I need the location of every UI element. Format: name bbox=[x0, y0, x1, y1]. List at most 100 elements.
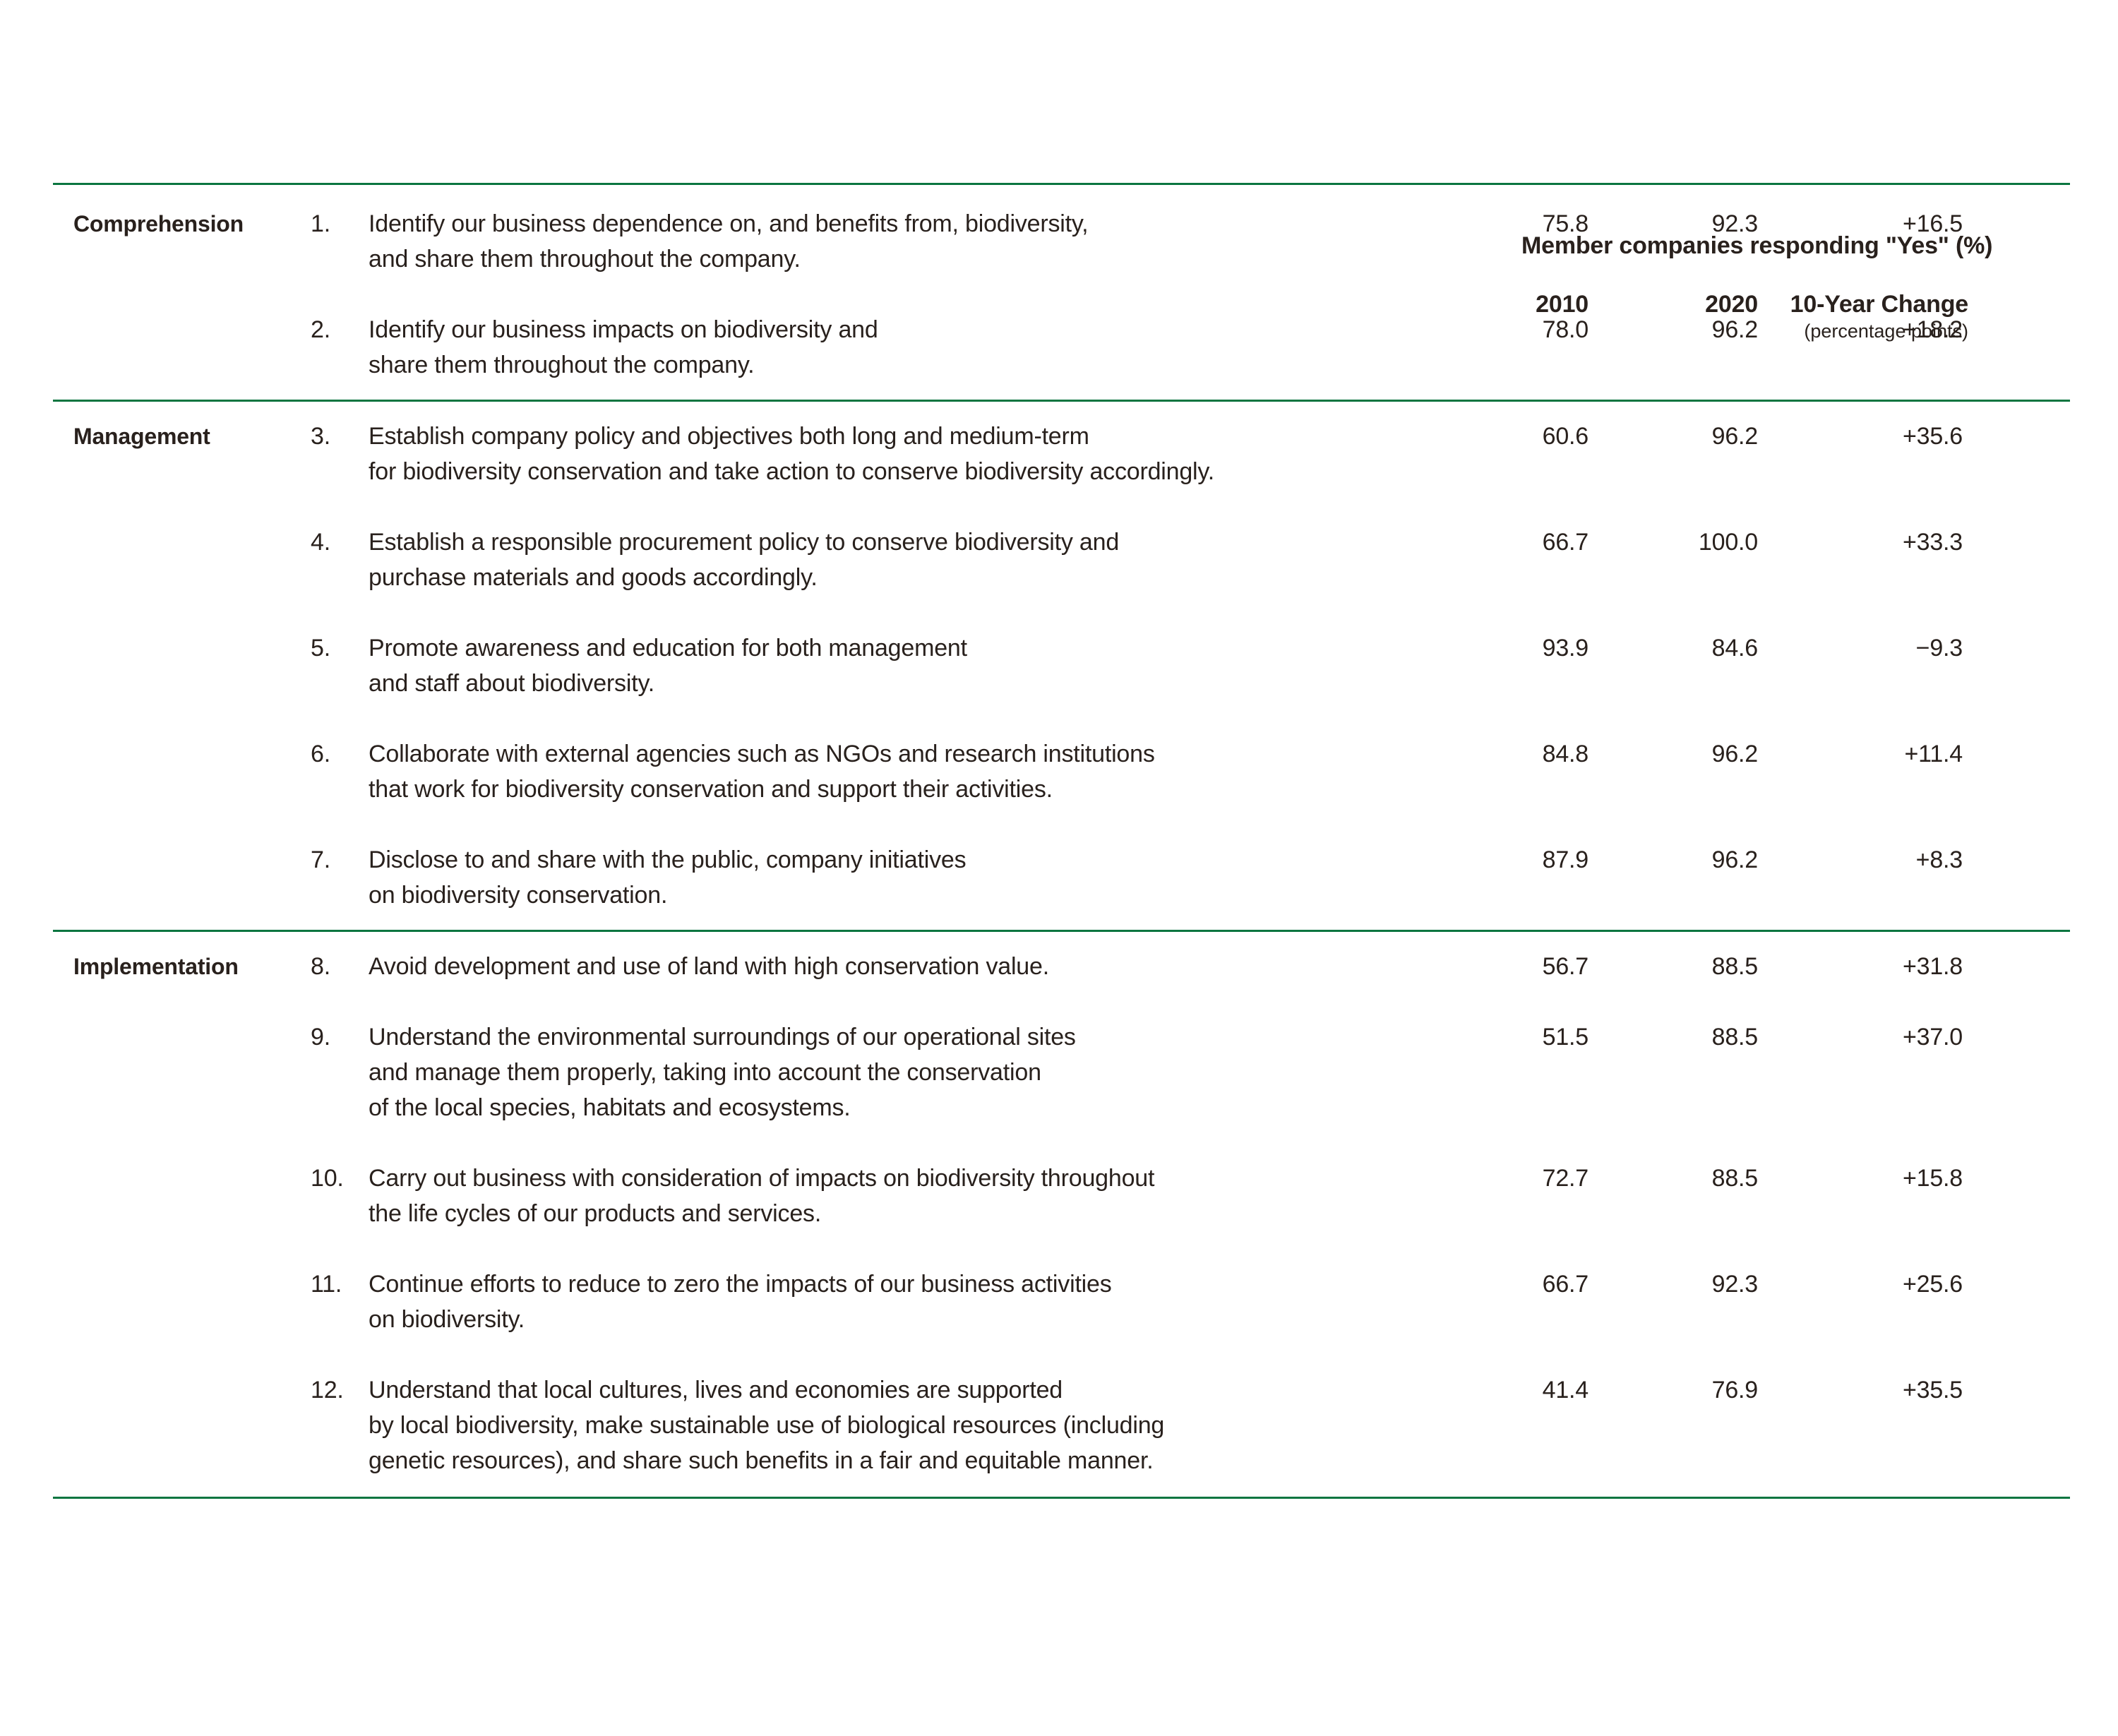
section-divider bbox=[53, 930, 2070, 932]
value-2020: 100.0 bbox=[1698, 529, 1758, 556]
item-text: Carry out business with consideration of… bbox=[369, 1161, 1511, 1231]
table-row: 4. Establish a responsible procurement p… bbox=[311, 525, 2118, 595]
item-number: 6. bbox=[311, 741, 330, 767]
value-2020: 84.6 bbox=[1711, 635, 1759, 662]
value-change: +35.6 bbox=[1902, 423, 1963, 450]
item-text-line: Promote awareness and education for both… bbox=[369, 635, 967, 662]
section-divider bbox=[53, 400, 2070, 402]
section-label: Comprehension bbox=[73, 211, 244, 237]
item-text-line: Collaborate with external agencies such … bbox=[369, 741, 1155, 767]
item-number: 10. bbox=[311, 1165, 344, 1192]
value-2010: 66.7 bbox=[1542, 1271, 1589, 1298]
item-text: Establish a responsible procurement poli… bbox=[369, 525, 1511, 595]
item-text-line: on biodiversity. bbox=[369, 1306, 525, 1333]
item-number: 12. bbox=[311, 1377, 344, 1403]
item-text-line: on biodiversity conservation. bbox=[369, 882, 668, 909]
value-change: +11.4 bbox=[1904, 741, 1963, 767]
item-text-line: of the local species, habitats and ecosy… bbox=[369, 1094, 851, 1121]
table-row: 1. Identify our business dependence on, … bbox=[311, 206, 2118, 277]
table-title: Member companies responding "Yes" (%) bbox=[1521, 232, 1993, 259]
item-text-line: and manage them properly, taking into ac… bbox=[369, 1059, 1041, 1086]
value-change: +37.0 bbox=[1902, 1024, 1963, 1050]
item-text-line: genetic resources), and share such benef… bbox=[369, 1447, 1154, 1474]
table-row: 9. Understand the environmental surround… bbox=[311, 1019, 2118, 1125]
value-change: +33.3 bbox=[1902, 529, 1963, 556]
value-2010: 56.7 bbox=[1542, 953, 1589, 980]
item-text: Identify our business impacts on biodive… bbox=[369, 312, 1511, 383]
table-row: 12. Understand that local cultures, live… bbox=[311, 1372, 2118, 1478]
value-change: +18.2 bbox=[1902, 316, 1963, 343]
section-label: Management bbox=[73, 424, 210, 449]
item-text-line: and staff about biodiversity. bbox=[369, 670, 654, 697]
column-header-10-year-change: 10-Year Change bbox=[1790, 291, 1969, 318]
value-2020: 96.2 bbox=[1711, 741, 1759, 767]
item-text: Avoid development and use of land with h… bbox=[369, 949, 1511, 984]
value-2020: 88.5 bbox=[1711, 1024, 1759, 1050]
item-text: Understand the environmental surrounding… bbox=[369, 1019, 1511, 1125]
value-2020: 92.3 bbox=[1711, 1271, 1759, 1298]
item-text: Disclose to and share with the public, c… bbox=[369, 842, 1511, 913]
item-number: 3. bbox=[311, 423, 330, 450]
item-text: Understand that local cultures, lives an… bbox=[369, 1372, 1511, 1478]
value-change: +25.6 bbox=[1902, 1271, 1963, 1298]
column-subheader-percentage-points: (percentage points) bbox=[1804, 321, 1968, 342]
section-label: Implementation bbox=[73, 954, 239, 979]
item-text: Promote awareness and education for both… bbox=[369, 630, 1511, 701]
value-2010: 78.0 bbox=[1542, 316, 1589, 343]
item-text-line: purchase materials and goods accordingly… bbox=[369, 564, 818, 591]
table-row: 3. Establish company policy and objectiv… bbox=[311, 419, 2118, 489]
item-number: 11. bbox=[311, 1271, 342, 1298]
value-2020: 96.2 bbox=[1711, 316, 1759, 343]
section-divider bbox=[53, 1497, 2070, 1499]
value-change: +31.8 bbox=[1902, 953, 1963, 980]
item-text-line: by local biodiversity, make sustainable … bbox=[369, 1412, 1165, 1439]
item-number: 8. bbox=[311, 953, 330, 980]
value-2010: 87.9 bbox=[1542, 846, 1589, 873]
value-2010: 93.9 bbox=[1542, 635, 1589, 662]
section-management: Management 3. Establish company policy a… bbox=[0, 419, 2118, 913]
table-row: 5. Promote awareness and education for b… bbox=[311, 630, 2118, 701]
value-2020: 88.5 bbox=[1711, 953, 1759, 980]
item-text-line: Continue efforts to reduce to zero the i… bbox=[369, 1271, 1112, 1298]
column-header-2020: 2020 bbox=[1705, 291, 1758, 318]
value-2010: 75.8 bbox=[1542, 210, 1589, 237]
table-row: 10. Carry out business with consideratio… bbox=[311, 1161, 2118, 1231]
value-change: +15.8 bbox=[1902, 1165, 1963, 1192]
item-number: 4. bbox=[311, 529, 330, 556]
item-number: 9. bbox=[311, 1024, 330, 1050]
item-text-line: Understand that local cultures, lives an… bbox=[369, 1377, 1063, 1403]
item-text: Identify our business dependence on, and… bbox=[369, 206, 1511, 277]
item-text-line: Understand the environmental surrounding… bbox=[369, 1024, 1076, 1050]
item-text-line: and share them throughout the company. bbox=[369, 246, 801, 273]
item-text-line: the life cycles of our products and serv… bbox=[369, 1200, 822, 1227]
item-text: Collaborate with external agencies such … bbox=[369, 736, 1511, 807]
column-header-2010: 2010 bbox=[1536, 291, 1588, 318]
section-implementation: Implementation 8. Avoid development and … bbox=[0, 949, 2118, 1478]
item-number: 5. bbox=[311, 635, 330, 662]
value-2010: 41.4 bbox=[1542, 1377, 1589, 1403]
value-change: +8.3 bbox=[1915, 846, 1963, 873]
item-text-line: Avoid development and use of land with h… bbox=[369, 953, 1049, 980]
item-number: 2. bbox=[311, 316, 330, 343]
value-2020: 96.2 bbox=[1711, 846, 1759, 873]
table-row: 7. Disclose to and share with the public… bbox=[311, 842, 2118, 913]
section-divider bbox=[53, 183, 2070, 185]
item-number: 1. bbox=[311, 210, 330, 237]
table-row: 2. Identify our business impacts on biod… bbox=[311, 312, 2118, 383]
value-change: +35.5 bbox=[1902, 1377, 1963, 1403]
value-2010: 84.8 bbox=[1542, 741, 1589, 767]
value-2020: 92.3 bbox=[1711, 210, 1759, 237]
value-change: +16.5 bbox=[1902, 210, 1963, 237]
item-text: Establish company policy and objectives … bbox=[369, 419, 1511, 489]
item-text-line: Identify our business impacts on biodive… bbox=[369, 316, 878, 343]
item-text-line: Disclose to and share with the public, c… bbox=[369, 846, 967, 873]
value-2010: 51.5 bbox=[1542, 1024, 1589, 1050]
value-2010: 72.7 bbox=[1542, 1165, 1589, 1192]
item-text-line: Carry out business with consideration of… bbox=[369, 1165, 1155, 1192]
value-change: −9.3 bbox=[1915, 635, 1963, 662]
item-text: Continue efforts to reduce to zero the i… bbox=[369, 1267, 1511, 1337]
value-2010: 66.7 bbox=[1542, 529, 1589, 556]
item-text-line: Establish a responsible procurement poli… bbox=[369, 529, 1120, 556]
table-row: 8. Avoid development and use of land wit… bbox=[311, 949, 2118, 984]
item-text-line: Establish company policy and objectives … bbox=[369, 423, 1089, 450]
